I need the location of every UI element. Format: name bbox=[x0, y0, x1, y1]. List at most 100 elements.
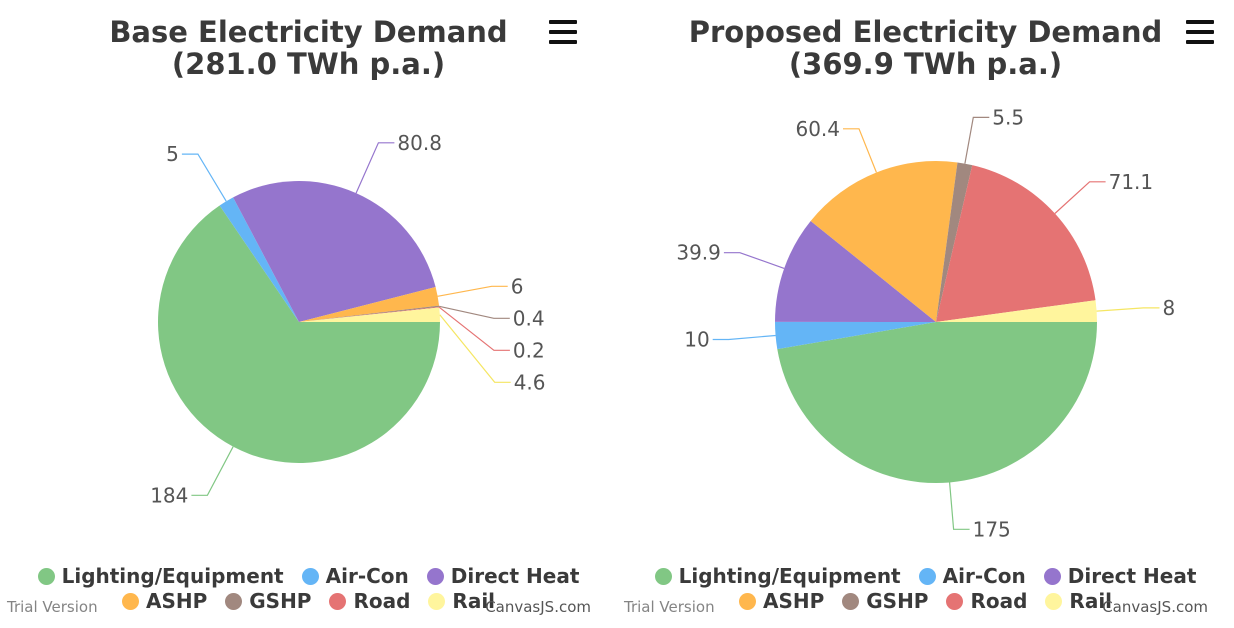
legend-marker-icon bbox=[738, 593, 756, 610]
label-line-ashp bbox=[437, 285, 508, 297]
pie-slice-direct-heat[interactable] bbox=[233, 181, 436, 322]
label-line-direct-heat bbox=[723, 252, 785, 269]
pie-slice-ashp[interactable] bbox=[299, 287, 440, 322]
legend-marker-icon bbox=[121, 593, 139, 610]
label-line-road bbox=[438, 306, 510, 351]
legend-item-lighting-equipment[interactable]: Lighting/Equipment bbox=[654, 564, 901, 589]
chart-title-proposed: Proposed Electricity Demand (369.9 TWh p… bbox=[617, 16, 1234, 80]
pie-slice-lighting-equipment[interactable] bbox=[777, 322, 1097, 484]
data-label-direct-heat: 39.9 bbox=[676, 241, 721, 265]
data-label-air-con: 10 bbox=[684, 328, 709, 352]
legend-label: Air-Con bbox=[942, 564, 1026, 588]
label-line-lighting-equipment bbox=[191, 446, 234, 496]
legend-item-air-con[interactable]: Air-Con bbox=[918, 564, 1026, 589]
hamburger-menu-icon[interactable] bbox=[549, 20, 577, 44]
legend-marker-icon bbox=[1043, 568, 1061, 585]
legend-proposed: Lighting/Equipment Air-Con Direct Heat ASHP… bbox=[617, 564, 1234, 614]
pie-slice-direct-heat[interactable] bbox=[775, 220, 936, 322]
data-label-rail: 4.6 bbox=[514, 370, 546, 394]
canvasjs-credit-link[interactable]: CanvasJS.com bbox=[1102, 598, 1208, 616]
legend-marker-icon bbox=[301, 568, 319, 585]
legend-item-ashp[interactable]: ASHP bbox=[738, 589, 825, 614]
legend-row: Lighting/Equipment Air-Con Direct Heat bbox=[0, 564, 617, 589]
chart-panel-proposed: Proposed Electricity Demand (369.9 TWh p… bbox=[617, 0, 1234, 628]
legend-label: Air-Con bbox=[325, 564, 409, 588]
data-label-air-con: 5 bbox=[166, 142, 179, 166]
legend-label: Lighting/Equipment bbox=[678, 564, 901, 588]
legend-item-air-con[interactable]: Air-Con bbox=[301, 564, 409, 589]
label-line-road bbox=[1054, 181, 1106, 214]
legend-marker-icon bbox=[842, 593, 860, 610]
legend-label: Direct Heat bbox=[1067, 564, 1197, 588]
legend-marker-icon bbox=[1045, 593, 1063, 610]
pie-slice-gshp[interactable] bbox=[299, 305, 440, 322]
data-label-direct-heat: 80.8 bbox=[397, 131, 442, 155]
legend-item-ashp[interactable]: ASHP bbox=[121, 589, 208, 614]
pie-slice-air-con[interactable] bbox=[219, 197, 299, 322]
label-line-lighting-equipment bbox=[949, 482, 970, 530]
pie-chart-proposed: 175 10 39.9 60.4 5.5 71.1 8 bbox=[676, 105, 1175, 541]
chart-title-text: Base Electricity Demand bbox=[109, 15, 508, 49]
data-label-road: 0.2 bbox=[513, 338, 545, 362]
legend-label: Rail bbox=[452, 589, 496, 613]
legend-row: ASHP GSHP Road Rail bbox=[617, 589, 1234, 614]
data-label-lighting-equipment: 175 bbox=[973, 517, 1011, 541]
chart-title-text: Proposed Electricity Demand bbox=[688, 15, 1163, 49]
trial-version-watermark: Trial Version bbox=[624, 598, 715, 616]
chart-title-base: Base Electricity Demand (281.0 TWh p.a.) bbox=[0, 16, 617, 80]
pie-slice-ashp[interactable] bbox=[810, 161, 958, 322]
legend-marker-icon bbox=[654, 568, 672, 585]
legend-item-lighting-equipment[interactable]: Lighting/Equipment bbox=[37, 564, 284, 589]
data-label-ashp: 60.4 bbox=[795, 117, 840, 141]
chart-panel-base: Base Electricity Demand (281.0 TWh p.a.)… bbox=[0, 16, 617, 616]
pie-slice-rail[interactable] bbox=[936, 300, 1097, 322]
label-line-air-con bbox=[181, 153, 227, 202]
label-line-rail bbox=[439, 314, 511, 383]
legend-marker-icon bbox=[225, 593, 243, 610]
trial-version-watermark: Trial Version bbox=[7, 598, 98, 616]
legend-marker-icon bbox=[428, 593, 446, 610]
legend-label: ASHP bbox=[145, 589, 208, 613]
legend-item-road[interactable]: Road bbox=[329, 589, 410, 614]
legend-marker-icon bbox=[946, 593, 964, 610]
legend-row: ASHP GSHP Road Rail bbox=[0, 589, 617, 614]
legend-row: Lighting/Equipment Air-Con Direct Heat bbox=[617, 564, 1234, 589]
legend-item-direct-heat[interactable]: Direct Heat bbox=[1043, 564, 1197, 589]
legend-label: GSHP bbox=[249, 589, 312, 613]
legend-item-rail[interactable]: Rail bbox=[1045, 589, 1112, 614]
pie-slice-gshp[interactable] bbox=[936, 162, 973, 322]
legend-item-rail[interactable]: Rail bbox=[428, 589, 495, 614]
legend-label: Lighting/Equipment bbox=[61, 564, 284, 588]
pie-slice-road[interactable] bbox=[936, 165, 1096, 322]
legend-item-direct-heat[interactable]: Direct Heat bbox=[426, 564, 580, 589]
hamburger-menu-icon[interactable] bbox=[1186, 20, 1214, 44]
data-label-ashp: 6 bbox=[511, 274, 524, 298]
data-label-gshp: 5.5 bbox=[992, 105, 1024, 129]
label-line-air-con bbox=[712, 334, 776, 341]
pie-slice-road[interactable] bbox=[299, 306, 440, 322]
legend-marker-icon bbox=[426, 568, 444, 585]
legend-label: Road bbox=[970, 589, 1028, 613]
legend-label: GSHP bbox=[866, 589, 929, 613]
legend-marker-icon bbox=[329, 593, 347, 610]
legend-label: ASHP bbox=[762, 589, 825, 613]
data-label-road: 71.1 bbox=[1109, 170, 1154, 194]
pie-slice-rail[interactable] bbox=[299, 307, 440, 322]
pie-slice-lighting-equipment[interactable] bbox=[157, 205, 440, 463]
pie-chart-base: 184 5 80.8 6 0.4 0.2 4.6 bbox=[150, 131, 546, 507]
legend-base: Lighting/Equipment Air-Con Direct Heat ASHP… bbox=[0, 564, 617, 614]
canvasjs-credit-link[interactable]: CanvasJS.com bbox=[485, 598, 591, 616]
legend-marker-icon bbox=[37, 568, 55, 585]
legend-label: Rail bbox=[1069, 589, 1113, 613]
legend-label: Direct Heat bbox=[450, 564, 580, 588]
legend-marker-icon bbox=[918, 568, 936, 585]
label-line-gshp bbox=[438, 305, 510, 319]
label-line-direct-heat bbox=[355, 142, 395, 194]
chart-subtitle-text: (281.0 TWh p.a.) bbox=[171, 47, 446, 81]
pie-slice-air-con[interactable] bbox=[774, 321, 936, 350]
legend-item-gshp[interactable]: GSHP bbox=[842, 589, 928, 614]
legend-item-gshp[interactable]: GSHP bbox=[225, 589, 311, 614]
legend-item-road[interactable]: Road bbox=[946, 589, 1027, 614]
label-line-ashp bbox=[843, 128, 877, 173]
chart-subtitle-text: (369.9 TWh p.a.) bbox=[788, 47, 1063, 81]
